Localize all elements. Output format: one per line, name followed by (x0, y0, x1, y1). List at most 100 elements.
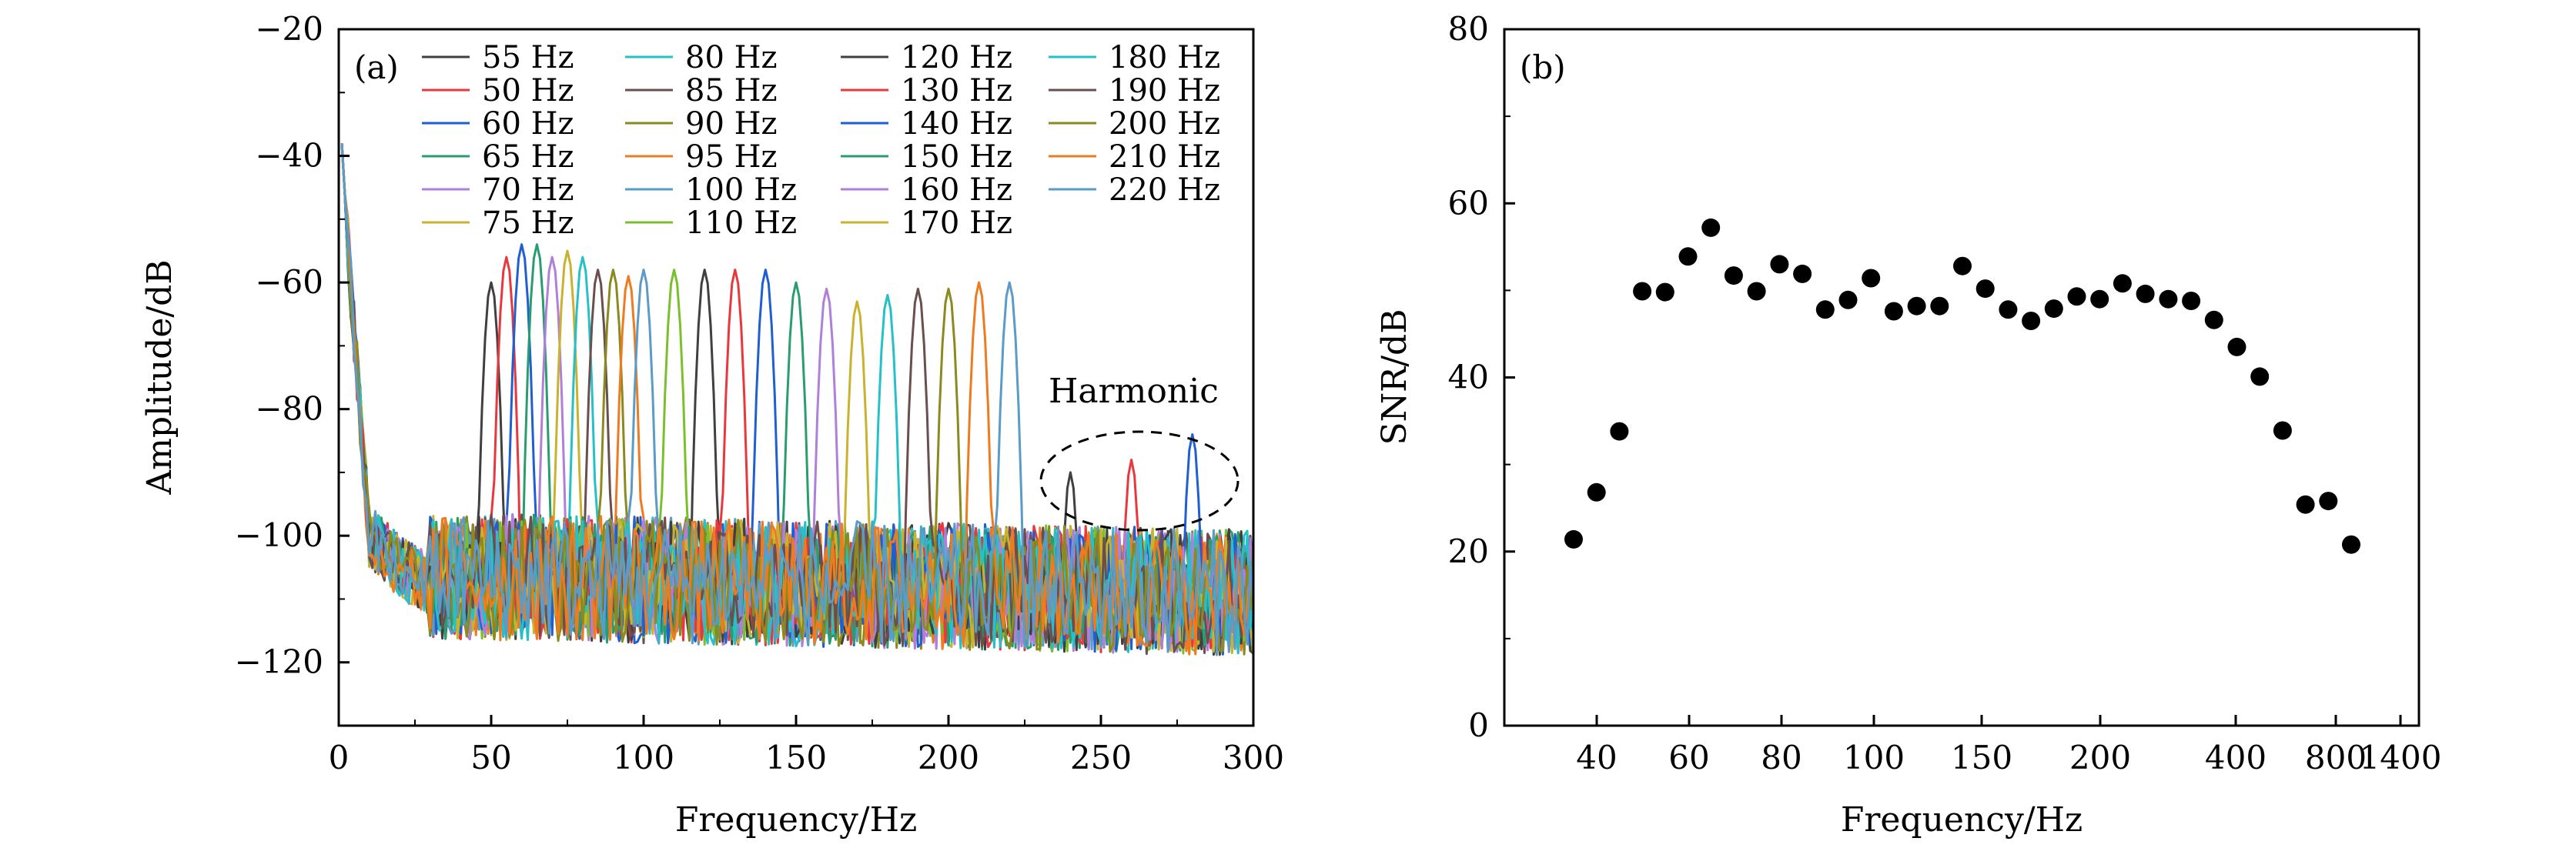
legend-entry: 65 Hz (482, 139, 574, 175)
y-tick-label-b: 20 (1448, 533, 1489, 570)
snr-point (2044, 299, 2063, 319)
x-tick-label-b: 1400 (2360, 739, 2442, 776)
legend-entry: 110 Hz (685, 205, 797, 241)
x-tick-label-a: 300 (1223, 739, 1284, 776)
x-tick-label-b: 60 (1668, 739, 1709, 776)
y-tick-label-b: 60 (1448, 184, 1489, 222)
y-tick-label-a: −60 (255, 263, 323, 301)
y-axis-label-b: SNR/dB (1375, 309, 1414, 445)
legend-entry: 190 Hz (1109, 73, 1220, 109)
snr-point (1564, 529, 1583, 549)
x-tick-label-b: 100 (1843, 739, 1905, 776)
snr-point (1793, 264, 1812, 283)
plot-frame-b (1503, 28, 2420, 727)
panel-label-b: (b) (1520, 48, 1566, 86)
panel-a: Harmonic 0 50 100 150 200 250 300 −20 −40 −60 −80 −… (140, 10, 1284, 840)
spectrum-series-group (340, 143, 1255, 656)
spectrum-line (340, 143, 1255, 656)
harmonic-annotation: Harmonic (1049, 372, 1219, 411)
legend-entry: 60 Hz (482, 106, 574, 142)
snr-point (2182, 292, 2201, 310)
snr-point (1724, 266, 1743, 285)
y-tick-label-b: 80 (1448, 10, 1489, 48)
x-tick-label-a: 250 (1070, 739, 1132, 776)
y-tick-label-b: 40 (1448, 359, 1489, 396)
x-axis-label-a: Frequency/Hz (675, 800, 917, 840)
x-tick-label-b: 150 (1951, 739, 2012, 776)
legend-entry: 210 Hz (1109, 139, 1220, 175)
x-tick-label-a: 0 (329, 739, 350, 776)
legend-entry: 70 Hz (482, 172, 574, 208)
legend-entry: 150 Hz (901, 139, 1012, 175)
x-tick-label-a: 50 (470, 739, 511, 776)
legend-entry: 220 Hz (1109, 172, 1220, 208)
harmonic-highlight-ellipse (1039, 430, 1239, 532)
legend-entry: 50 Hz (482, 73, 574, 109)
snr-point (2159, 289, 2178, 309)
snr-point (2204, 310, 2223, 329)
axes-a: 0 50 100 150 200 250 300 −20 −40 −60 −80 −100 −120 (235, 10, 1284, 776)
legend-entry: 180 Hz (1109, 40, 1220, 75)
x-tick-label-a: 150 (765, 739, 827, 776)
snr-point (2319, 492, 2338, 511)
snr-point (2342, 535, 2360, 554)
legend-entry: 75 Hz (482, 205, 574, 241)
snr-point (1975, 279, 1995, 299)
snr-point (1999, 300, 2018, 319)
panel-label-a: (a) (354, 48, 399, 86)
x-tick-label-b: 200 (2069, 739, 2131, 776)
snr-point (1655, 282, 1674, 302)
x-tick-label-b: 400 (2205, 739, 2267, 776)
snr-point (1587, 482, 1606, 502)
snr-point (2250, 367, 2270, 386)
x-tick-label-a: 200 (918, 739, 979, 776)
y-axis-label-a: Amplitude/dB (140, 259, 179, 495)
x-axis-label-b: Frequency/Hz (1841, 800, 2083, 840)
legend-entry: 120 Hz (901, 40, 1012, 75)
y-tick-label-a: −120 (235, 643, 323, 681)
legend-entry: 100 Hz (685, 172, 797, 208)
snr-point (1815, 300, 1835, 319)
snr-point (2067, 287, 2086, 306)
legend-entry: 200 Hz (1109, 106, 1220, 142)
legend-entry: 95 Hz (685, 139, 778, 175)
snr-point (1610, 422, 1629, 441)
y-tick-label-a: −80 (255, 390, 323, 428)
snr-point (1953, 256, 1972, 275)
snr-point (2113, 274, 2132, 293)
y-tick-label-a: −100 (235, 516, 323, 554)
snr-point (2296, 495, 2315, 514)
legend-entry: 160 Hz (901, 172, 1012, 208)
x-tick-label-b: 800 (2305, 739, 2367, 776)
snr-point (2227, 337, 2246, 356)
snr-point (1838, 290, 1858, 309)
snr-point (2136, 284, 2155, 303)
legend-entry: 85 Hz (685, 73, 778, 109)
x-tick-label-a: 100 (613, 739, 674, 776)
snr-point (2090, 289, 2109, 309)
x-tick-label-b: 40 (1576, 739, 1617, 776)
snr-point (1701, 218, 1721, 237)
legend-entry: 170 Hz (901, 205, 1012, 241)
legend-entry: 80 Hz (685, 40, 778, 75)
snr-point (1862, 269, 1881, 288)
y-tick-label-b: 0 (1468, 706, 1489, 744)
snr-point (1678, 247, 1698, 266)
legend-entry: 55 Hz (482, 40, 574, 75)
y-tick-label-a: −40 (255, 137, 323, 175)
snr-point (2273, 421, 2292, 440)
snr-point (1747, 282, 1766, 301)
x-tick-label-b: 80 (1761, 739, 1802, 776)
snr-point (2022, 312, 2041, 330)
snr-point (1907, 296, 1926, 315)
legend-entry: 140 Hz (901, 106, 1012, 142)
snr-points-group (1564, 218, 2360, 554)
y-tick-label-a: −20 (255, 10, 323, 48)
snr-point (1770, 255, 1789, 274)
spectrum-line (340, 143, 1255, 653)
snr-point (1884, 302, 1903, 321)
legend-entry: 130 Hz (901, 73, 1012, 109)
